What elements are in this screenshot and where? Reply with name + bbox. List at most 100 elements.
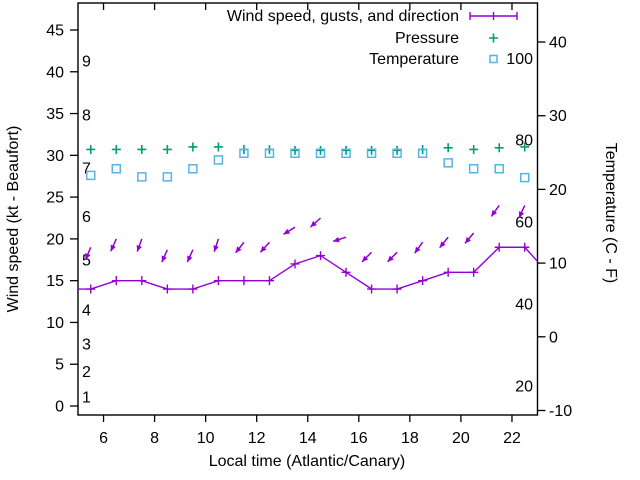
y-tick-label: 40 — [46, 64, 64, 81]
temperature-point — [213, 155, 224, 165]
temperature-point — [468, 164, 479, 174]
beaufort-label: 1 — [82, 389, 91, 406]
beaufort-label: 5 — [82, 252, 91, 269]
x-tick-label: 22 — [503, 430, 521, 447]
wind-direction-arrowhead — [387, 255, 394, 262]
beaufort-label: 2 — [82, 364, 91, 381]
wind-speed-point — [290, 259, 300, 269]
fahrenheit-label: 100 — [506, 51, 533, 68]
pressure-point — [290, 145, 300, 155]
wind-speed-point — [213, 276, 223, 286]
x-tick-label: 10 — [197, 430, 215, 447]
wind-speed-point — [494, 242, 504, 252]
legend-label-wind: Wind speed, gusts, and direction — [227, 8, 459, 25]
pressure-point — [137, 144, 147, 154]
fahrenheit-label: 60 — [515, 215, 533, 232]
y-axis-title-right: Temperature (C - F) — [602, 143, 619, 283]
wind-speed-point — [520, 242, 530, 252]
y-tick-label: 0 — [55, 399, 64, 416]
pressure-point — [111, 144, 121, 154]
x-tick-label: 16 — [350, 430, 368, 447]
wind-direction-arrowhead — [333, 236, 340, 243]
temperature-point — [519, 172, 530, 183]
temperature-point — [341, 148, 351, 159]
wind-direction-arrowhead — [110, 244, 116, 252]
pressure-point — [443, 143, 453, 153]
temperature-point — [162, 172, 173, 182]
temperature-point — [392, 148, 402, 159]
wind-direction-arrowhead — [260, 245, 267, 253]
wind-direction-arrowhead — [136, 244, 142, 252]
wind-direction-arrowhead — [362, 255, 369, 262]
y-tick-label: 10 — [46, 315, 64, 332]
y2-tick-label: -10 — [549, 403, 572, 420]
y-tick-label: 35 — [46, 106, 64, 123]
wind-speed-point — [418, 276, 428, 286]
wind-direction-arrowhead — [491, 209, 498, 217]
wind-speed-point — [367, 284, 377, 294]
wind-direction-arrowhead — [283, 228, 291, 235]
y-tick-label: 5 — [55, 357, 64, 374]
y2-tick-label: 20 — [549, 182, 567, 199]
wind-direction-arrowhead — [213, 245, 219, 252]
wind-speed-point — [341, 267, 351, 277]
beaufort-label: 8 — [82, 108, 91, 125]
pressure-point — [520, 142, 530, 152]
wind-direction-arrowhead — [414, 246, 421, 254]
temperature-point — [111, 164, 122, 174]
plot-border — [77, 2, 539, 416]
y2-tick-label: 10 — [549, 256, 567, 273]
wind-speed-point — [162, 284, 172, 294]
y-tick-label: 30 — [46, 148, 64, 165]
x-tick-label: 20 — [452, 430, 470, 447]
pressure-point — [392, 145, 402, 155]
temperature-point — [417, 148, 428, 159]
pressure-point — [469, 144, 479, 154]
y-tick-label: 15 — [46, 273, 64, 290]
pressure-point — [494, 143, 504, 153]
wind-speed-point — [264, 276, 274, 286]
pressure-point — [162, 144, 172, 154]
wind-direction-arrowhead — [310, 220, 317, 228]
pressure-point — [367, 145, 377, 155]
wind-direction-arrowhead — [161, 255, 167, 263]
legend-sample-pressure — [489, 33, 498, 43]
y2-tick-label: 0 — [549, 329, 558, 346]
pressure-point — [213, 142, 223, 152]
beaufort-label: 7 — [82, 160, 91, 177]
temperature-point — [137, 172, 147, 182]
wind-speed-point — [111, 276, 121, 286]
legend-sample-wind — [469, 12, 518, 20]
x-tick-label: 14 — [299, 430, 317, 447]
temperature-point — [315, 148, 326, 159]
temperature-point — [494, 164, 504, 174]
wind-direction-arrowhead — [85, 253, 91, 260]
y2-tick-label: 30 — [549, 108, 567, 125]
fahrenheit-label: 20 — [515, 378, 533, 395]
wind-speed-point — [316, 251, 326, 261]
wind-speed-line — [78, 246, 539, 290]
beaufort-label: 4 — [82, 302, 91, 319]
pressure-point — [188, 142, 198, 152]
temperature-point — [188, 164, 198, 174]
wind-speed-point — [392, 284, 402, 294]
wind-speed-point — [86, 284, 96, 294]
x-tick-label: 6 — [99, 430, 108, 447]
wind-direction-arrowhead — [465, 236, 472, 244]
x-tick-label: 18 — [401, 430, 419, 447]
wind-speed-point — [188, 284, 198, 294]
temperature-point — [239, 148, 249, 159]
legend-sample-temperature — [489, 54, 498, 64]
fahrenheit-label: 40 — [515, 297, 533, 314]
wind-direction-arrowhead — [235, 246, 242, 253]
fahrenheit-label: 80 — [515, 133, 533, 150]
x-tick-label: 12 — [248, 430, 266, 447]
wind-direction-arrowhead — [439, 241, 446, 248]
wind-direction-arrowhead — [519, 211, 525, 218]
wind-direction-arrowhead — [187, 255, 193, 263]
temperature-point — [290, 148, 300, 159]
legend-label-pressure: Pressure — [395, 30, 459, 47]
beaufort-label: 6 — [82, 209, 91, 226]
